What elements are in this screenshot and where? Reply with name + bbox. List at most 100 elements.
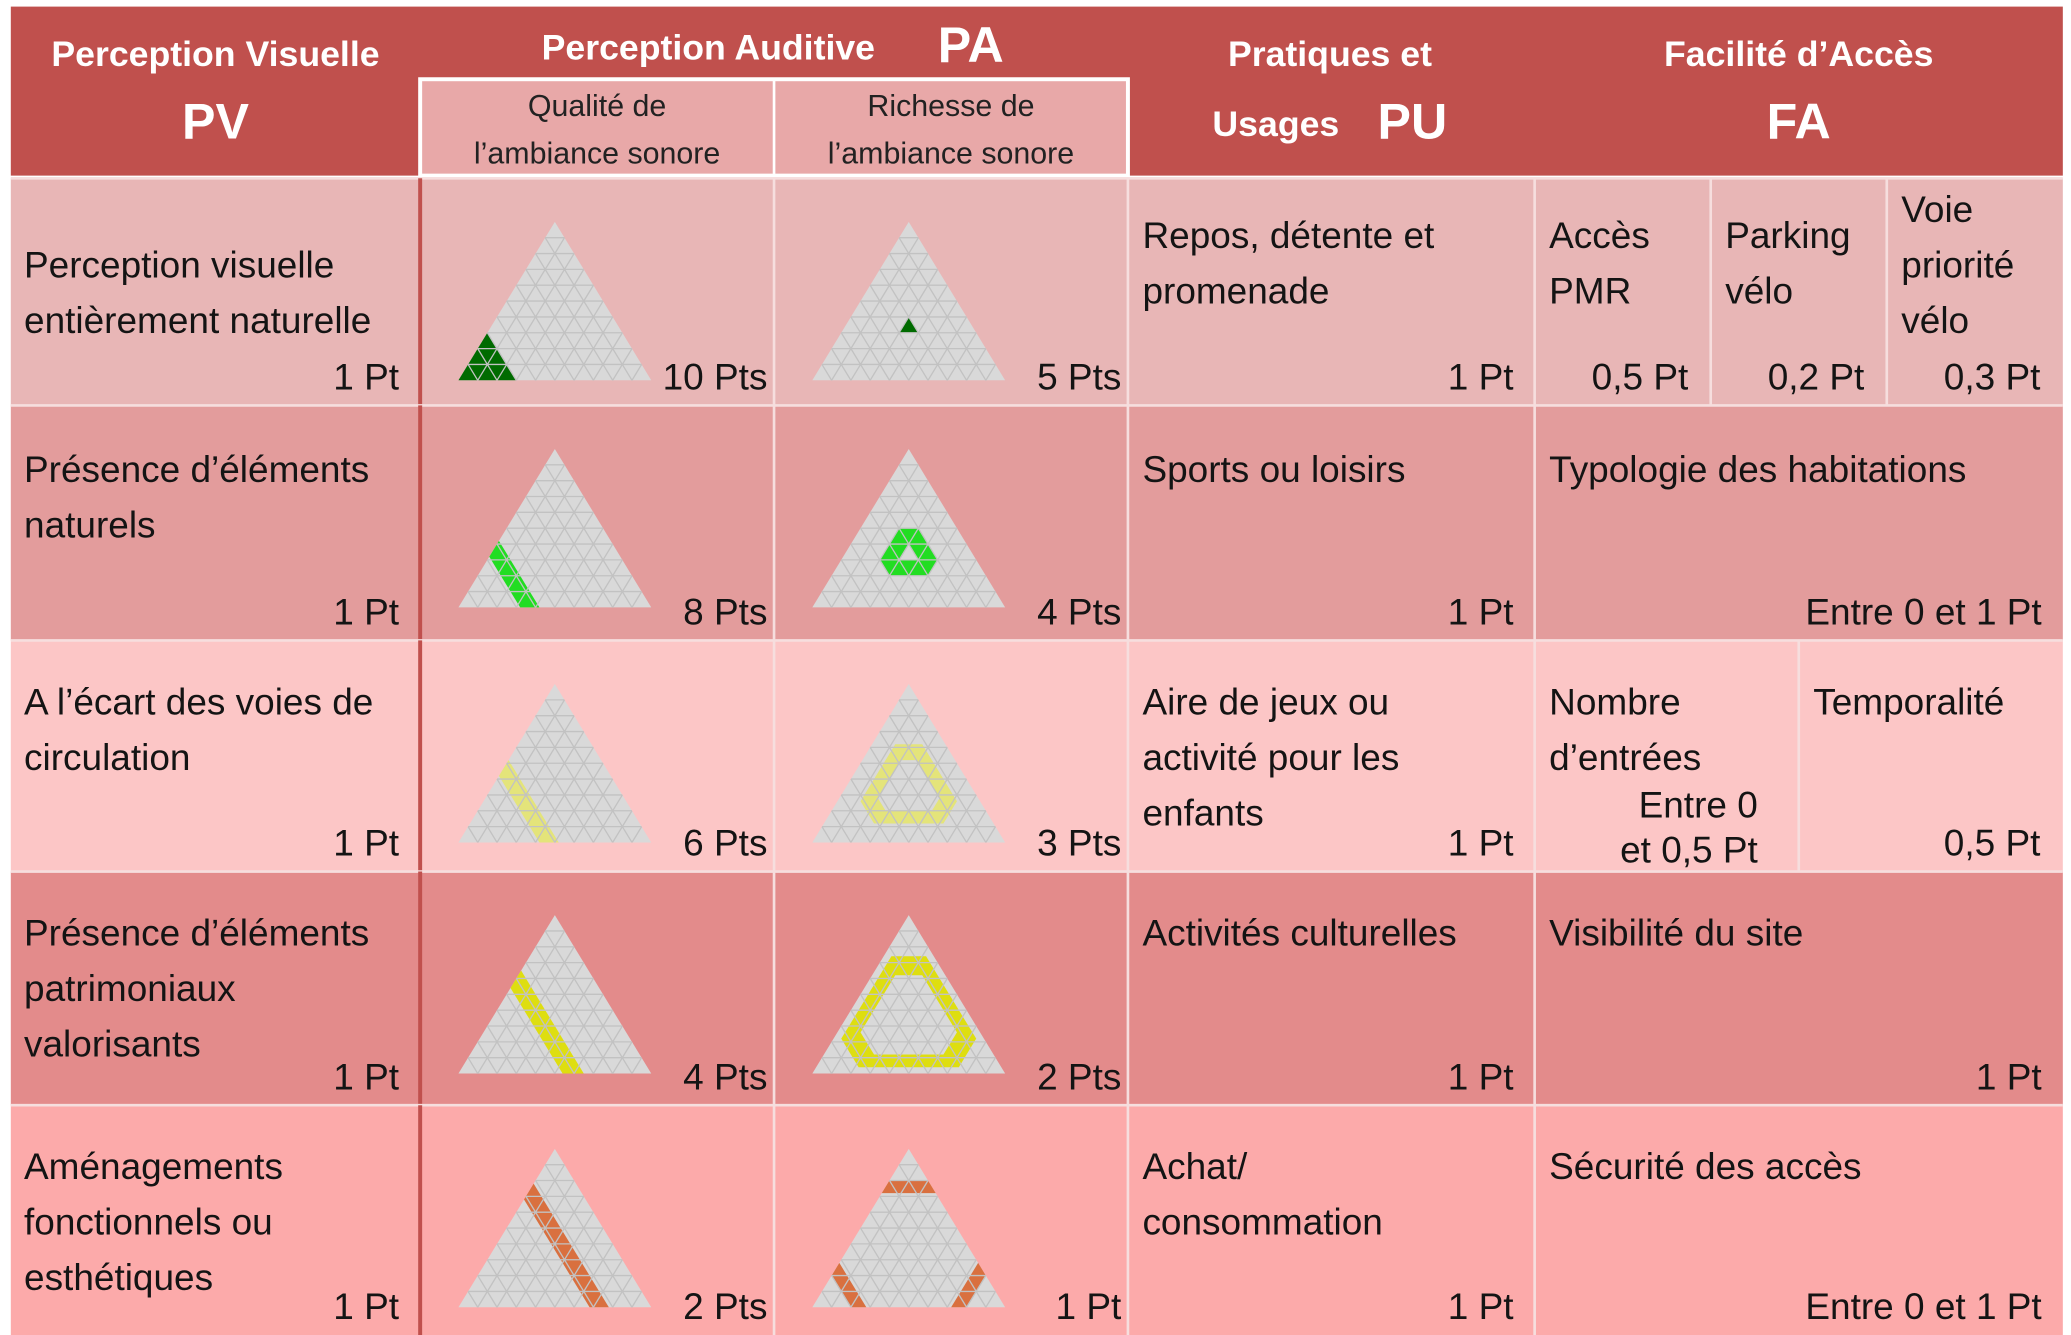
triangle-grid xyxy=(515,962,585,1074)
cell-text: d’entrées xyxy=(1549,737,1701,778)
triangle-grid xyxy=(831,464,919,608)
triangle-grid xyxy=(908,1227,958,1308)
triangle-grid xyxy=(850,253,929,381)
points: 1 Pt xyxy=(333,1286,399,1327)
triangle-grid xyxy=(927,1009,968,1074)
cell-text: Accès xyxy=(1549,215,1650,256)
triangle-grid xyxy=(506,300,556,381)
cell-text: Visibilité du site xyxy=(1549,912,1803,953)
triangle-grid xyxy=(850,1180,929,1308)
triangle-grid xyxy=(477,699,566,843)
points: 1 Pt xyxy=(1448,1286,1514,1327)
points: 4 Pts xyxy=(683,1056,767,1097)
triangle-grid xyxy=(831,699,919,843)
triangle-grid xyxy=(544,464,633,608)
triangle-grid xyxy=(840,1259,871,1308)
triangle-grid xyxy=(869,496,939,608)
cell-text: Aménagements xyxy=(24,1146,283,1187)
cell-text: Sports ou loisirs xyxy=(1142,449,1405,490)
triangle-band xyxy=(524,1183,609,1308)
triangle-grid xyxy=(515,269,585,381)
points: 1 Pt xyxy=(333,1056,399,1097)
triangle-grid xyxy=(486,332,517,381)
triangle-grid xyxy=(525,269,594,381)
triangle-grid xyxy=(573,1009,614,1074)
triangle-grid xyxy=(535,512,594,608)
cell-text: activité pour les xyxy=(1142,737,1399,778)
triangle-grid xyxy=(821,1291,833,1308)
pa-abbr: PA xyxy=(938,17,1004,73)
triangle-grid xyxy=(869,269,939,381)
points: 0,3 Pt xyxy=(1944,357,2041,398)
triangle-grid xyxy=(496,480,575,608)
triangle-grid xyxy=(631,364,643,381)
cell-text: valorisants xyxy=(24,1023,201,1064)
triangle-grid xyxy=(966,1041,987,1074)
triangle-grid xyxy=(879,1196,948,1308)
cell-text: PMR xyxy=(1549,271,1631,312)
triangle-grid xyxy=(467,826,479,843)
triangle-grid xyxy=(840,332,871,381)
triangle-grid xyxy=(888,284,948,381)
triangle-grid xyxy=(985,1291,997,1308)
triangle-grid xyxy=(525,962,594,1074)
points: 1 Pt xyxy=(1448,1056,1514,1097)
triangle-grid xyxy=(927,543,968,608)
triangle-grid xyxy=(612,1275,633,1308)
triangle-grid xyxy=(966,810,987,843)
points: et 0,5 Pt xyxy=(1620,829,1758,870)
triangle-grid xyxy=(554,762,604,843)
cell-text: consommation xyxy=(1142,1202,1382,1243)
triangle-band xyxy=(498,760,559,843)
pa-column-title: Qualité de xyxy=(528,90,666,123)
triangle-grid xyxy=(879,269,948,381)
triangle-grid xyxy=(966,1275,987,1308)
pu-subtitle: Usages xyxy=(1212,104,1339,144)
triangle-grid xyxy=(477,464,566,608)
triangle-grid xyxy=(946,1025,977,1074)
triangle-grid xyxy=(467,1291,479,1308)
cell-text: Temporalité xyxy=(1813,681,2004,722)
cell-text: Activités culturelles xyxy=(1142,912,1456,953)
row-background xyxy=(10,1105,2063,1335)
row-background xyxy=(10,871,2063,1106)
triangle-grid xyxy=(879,496,948,608)
pa-column-title: Richesse de xyxy=(867,90,1034,123)
cell-text: Voie xyxy=(1901,189,1973,230)
triangle-grid xyxy=(850,946,929,1074)
triangle-grid xyxy=(612,1041,633,1074)
triangle-grid xyxy=(859,527,910,608)
triangle-grid xyxy=(592,794,623,843)
triangle-grid xyxy=(859,300,910,381)
triangle-grid xyxy=(486,794,517,843)
triangle-grid xyxy=(544,930,633,1074)
points: 6 Pts xyxy=(683,823,767,864)
triangle-grid xyxy=(612,348,633,381)
triangle-grid xyxy=(966,348,987,381)
triangle-grid xyxy=(831,237,919,381)
cell-text: esthétiques xyxy=(24,1257,213,1298)
cell-text: promenade xyxy=(1142,271,1329,312)
triangle-grid xyxy=(898,464,987,608)
triangle-grid xyxy=(850,715,929,843)
cell-text: fonctionnels ou xyxy=(24,1202,273,1243)
triangle-grid xyxy=(544,237,633,381)
pu-title: Pratiques et xyxy=(1228,34,1432,74)
triangle-grid xyxy=(477,1164,566,1308)
triangle-grid xyxy=(840,794,871,843)
triangle-grid xyxy=(506,993,556,1074)
triangle-grid xyxy=(946,332,977,381)
triangle-grid xyxy=(506,762,556,843)
triangle-grid xyxy=(985,591,997,608)
cell-text: Aire de jeux ou xyxy=(1142,681,1389,722)
triangle-grid xyxy=(467,364,479,381)
triangle-grid xyxy=(525,496,594,608)
points: 10 Pts xyxy=(663,357,768,398)
points: 1 Pt xyxy=(1448,823,1514,864)
triangle-grid xyxy=(592,332,623,381)
triangle-grid xyxy=(506,1227,556,1308)
triangle-grid xyxy=(869,1196,939,1308)
triangle-grid xyxy=(840,559,871,608)
triangle-grid xyxy=(821,591,833,608)
